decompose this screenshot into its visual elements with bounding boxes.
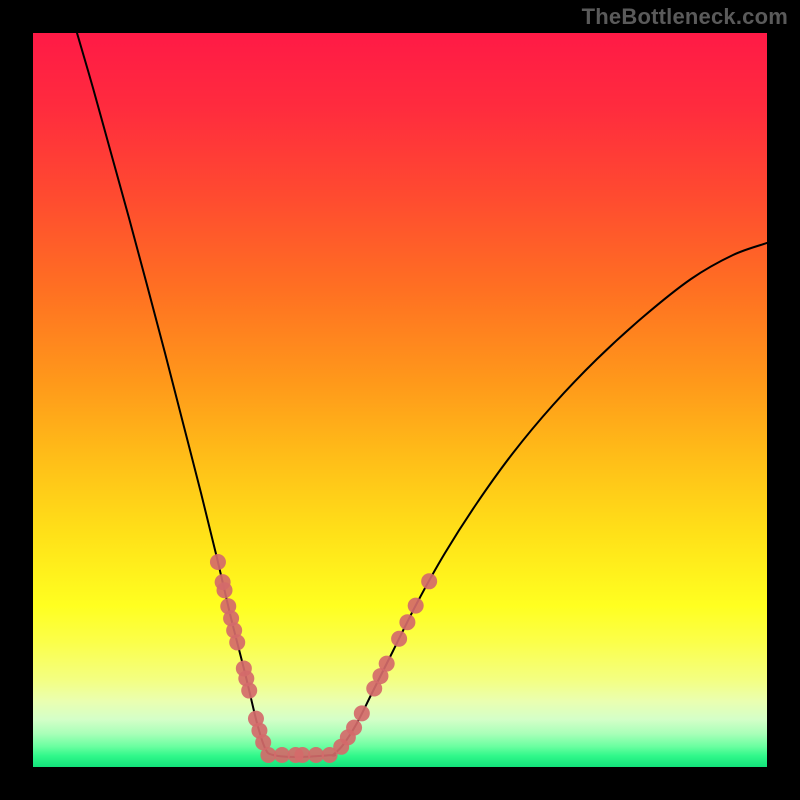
curve-marker [421, 573, 437, 589]
chart-svg [33, 33, 767, 767]
curve-marker [408, 598, 424, 614]
curve-marker [379, 656, 395, 672]
curve-marker [229, 634, 245, 650]
curve-marker [354, 705, 370, 721]
curve-marker [391, 631, 407, 647]
curve-marker [210, 554, 226, 570]
curve-marker [241, 683, 257, 699]
gradient-background [33, 33, 767, 767]
plot-area [33, 33, 767, 767]
curve-marker [217, 582, 233, 598]
watermark-text: TheBottleneck.com [582, 4, 788, 30]
curve-marker [399, 614, 415, 630]
curve-marker [346, 720, 362, 736]
chart-frame: TheBottleneck.com [0, 0, 800, 800]
